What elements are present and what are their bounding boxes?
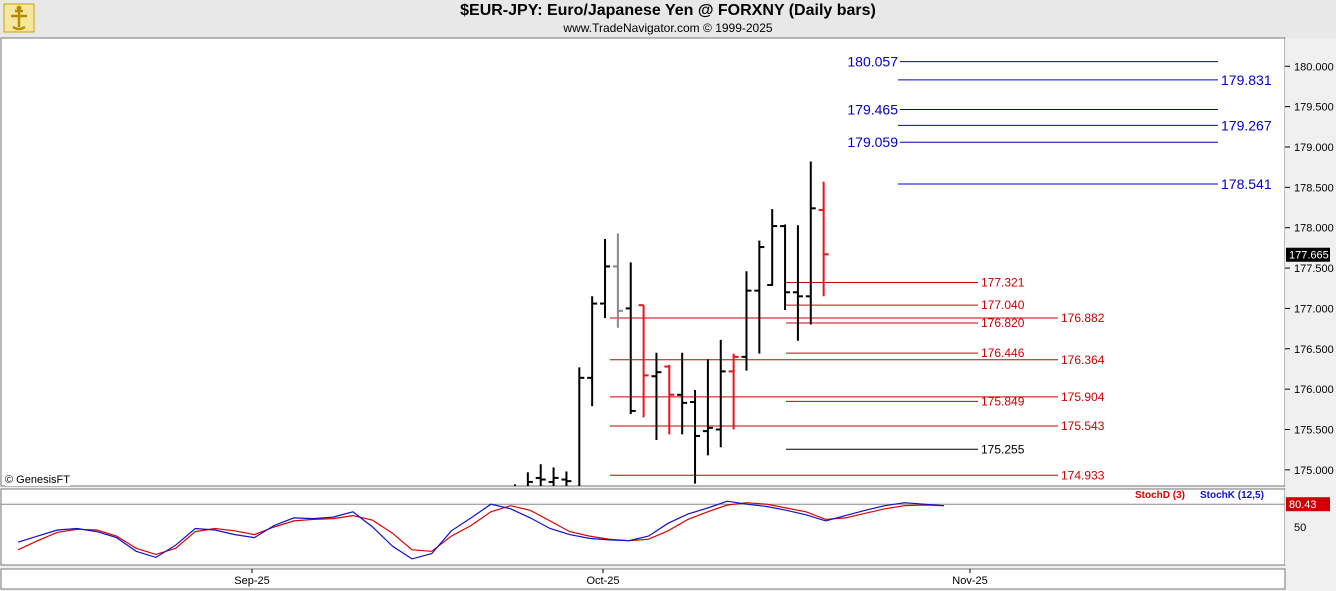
level-label: 176.882: [1061, 311, 1105, 325]
stoch-last-label: 80.43: [1289, 499, 1317, 511]
stoch-last-badge: [1286, 497, 1330, 512]
date-tick-label: Sep-25: [234, 575, 269, 587]
ohlc-bar: [715, 339, 726, 448]
stoch-series-line: [17, 502, 945, 556]
date-axis: Sep-25 Oct-25 Nov-25: [234, 569, 988, 587]
ohlc-bar: [754, 240, 765, 354]
level-label: 176.364: [1061, 353, 1105, 367]
ohlc-bar: [805, 161, 816, 325]
stoch-series-line: [17, 500, 945, 560]
ohlc-bar: [638, 304, 649, 418]
price-tick-label: 177.000: [1294, 303, 1334, 315]
blue-level-label: 179.267: [1221, 117, 1272, 133]
level-label: 175.543: [1061, 419, 1105, 433]
blue-level-label: 179.465: [847, 101, 898, 117]
ohlc-bar: [741, 271, 752, 371]
level-label: 175.904: [1061, 390, 1105, 404]
price-tick-label: 178.000: [1294, 223, 1334, 235]
price-tick-label: 177.500: [1294, 263, 1334, 275]
price-tick-label: 176.000: [1294, 384, 1334, 396]
ohlc-bar: [600, 238, 611, 319]
ohlc-bar: [818, 181, 829, 297]
chart-header: $EUR-JPY: Euro/Japanese Yen @ FORXNY (Da…: [0, 0, 1336, 38]
stochastic-panel: [0, 488, 1286, 566]
ohlc-bars: [514, 161, 829, 486]
level-label: 175.849: [981, 394, 1025, 408]
ohlc-bar: [780, 224, 791, 311]
ohlc-bar: [561, 471, 572, 486]
price-tick-label: 176.500: [1294, 344, 1334, 356]
level-label: 175.255: [981, 442, 1025, 456]
ohlc-bar: [535, 464, 546, 486]
date-tick-label: Oct-25: [586, 575, 619, 587]
blue-level-label: 179.831: [1221, 72, 1272, 88]
ohlc-bar: [728, 353, 739, 430]
level-label: 177.040: [981, 298, 1025, 312]
blue-level-label: 179.059: [847, 134, 898, 150]
ohlc-bar: [587, 296, 598, 407]
price-tick-label: 175.000: [1294, 465, 1334, 477]
price-tick-label: 179.500: [1294, 102, 1334, 114]
price-axis: 180.000 179.500 179.000 178.500 178.000 177.5…: [1285, 38, 1336, 486]
ohlc-bar: [578, 367, 585, 486]
ohlc-bar: [677, 352, 688, 435]
ohlc-bar: [526, 472, 533, 486]
ohlc-bar: [664, 364, 675, 435]
chart-subtitle: www.TradeNavigator.com © 1999-2025: [563, 21, 773, 35]
ohlc-bar: [651, 352, 662, 440]
stoch-tick-label: 50: [1294, 522, 1306, 534]
date-tick-label: Nov-25: [952, 575, 987, 587]
price-tick-label: 180.000: [1294, 61, 1334, 73]
legend-stochk: StochK (12,5): [1200, 490, 1264, 501]
level-lines: 180.057 179.831 179.465 179.267 179.059 178.5…: [610, 54, 1272, 482]
price-tick-label: 175.500: [1294, 424, 1334, 436]
copyright-label: © GenesisFT: [5, 474, 70, 486]
price-tick-label: 179.000: [1294, 142, 1334, 154]
last-price-label: 177.665: [1289, 250, 1329, 262]
ohlc-bar: [690, 389, 701, 484]
ohlc-bar: [625, 262, 636, 415]
ohlc-bar: [548, 467, 559, 486]
level-label: 177.321: [981, 276, 1025, 290]
ohlc-bar: [612, 233, 623, 328]
ohlc-bar: [702, 359, 713, 456]
tradenavigator-logo-icon: [3, 3, 35, 33]
level-label: 176.820: [981, 316, 1025, 330]
ohlc-bar: [792, 225, 803, 341]
price-axis-bg: [1285, 38, 1336, 486]
chart-title: $EUR-JPY: Euro/Japanese Yen @ FORXNY (Da…: [460, 2, 876, 19]
blue-level-label: 178.541: [1221, 176, 1272, 192]
ohlc-bar: [767, 209, 778, 287]
stochastic-lines: StochD (3) StochK (12,5) 80.43 50: [1, 489, 1336, 565]
price-tick-label: 178.500: [1294, 182, 1334, 194]
level-label: 176.446: [981, 346, 1025, 360]
legend-stochd: StochD (3): [1135, 490, 1185, 501]
date-axis-strip: [0, 568, 1286, 590]
level-label: 174.933: [1061, 468, 1105, 482]
blue-level-label: 180.057: [847, 54, 898, 70]
last-price-badge: [1286, 247, 1330, 262]
